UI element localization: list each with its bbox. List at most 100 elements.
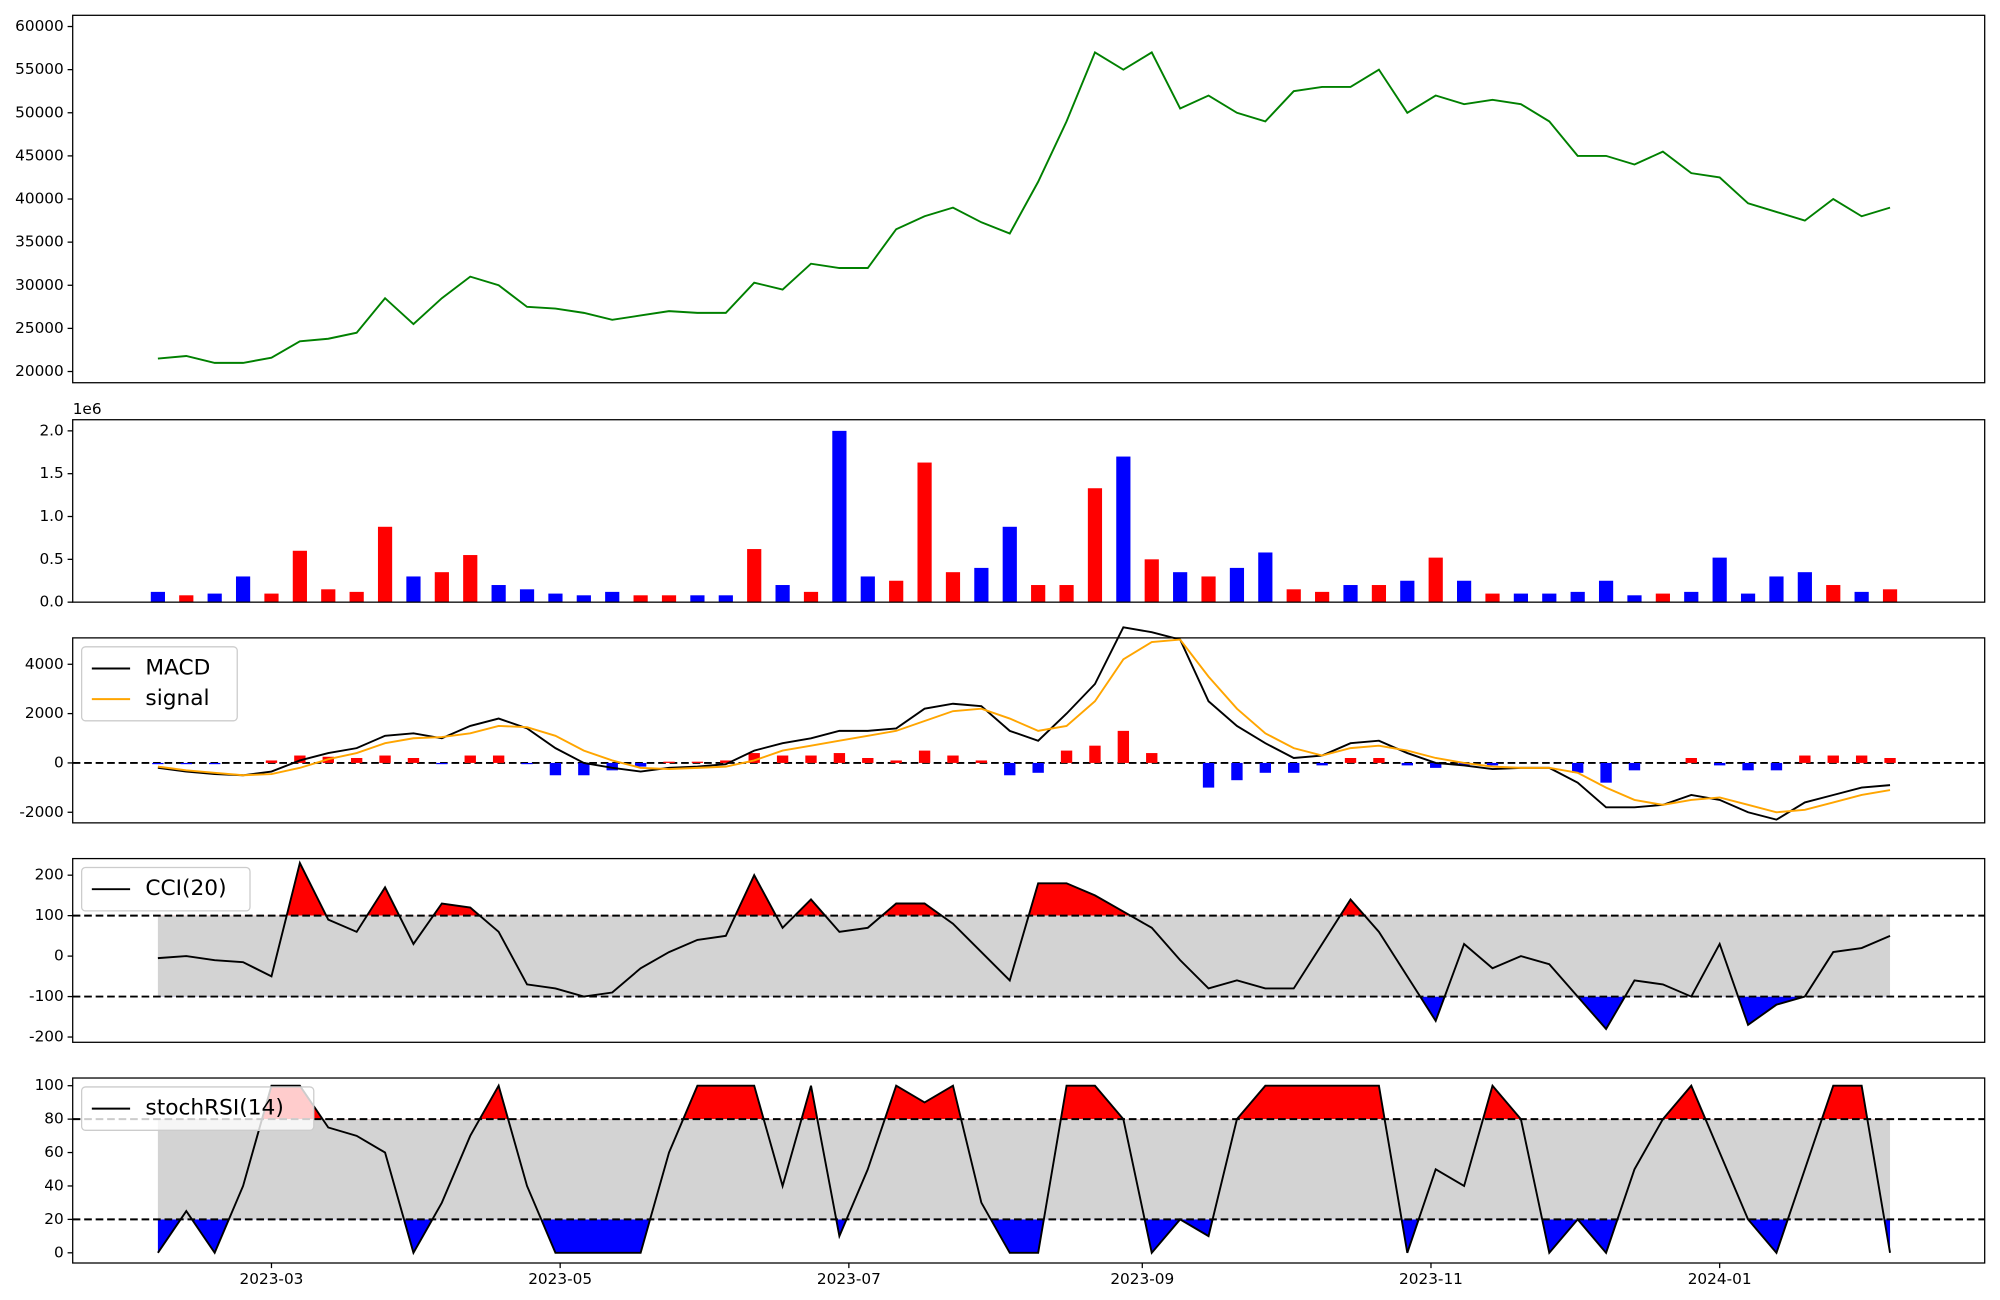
threshold-band [157, 915, 1891, 997]
histogram-bar [663, 761, 675, 763]
y-tick-label: 0 [54, 1243, 64, 1261]
volume-bar [1286, 589, 1301, 603]
volume-bar [1769, 576, 1784, 603]
histogram-bar [180, 762, 192, 765]
volume-bar [491, 585, 506, 603]
volume-bar [1258, 552, 1273, 603]
histogram-bar [1713, 762, 1726, 766]
histogram-bar [947, 755, 959, 763]
y-tick-label: 45000 [15, 146, 64, 164]
volume-bar [1315, 591, 1330, 603]
y-tick-label: 20000 [15, 362, 64, 380]
y-tick-label: 0 [54, 753, 64, 771]
histogram-bar [549, 762, 562, 776]
series-line [157, 626, 1891, 821]
volume-bar [207, 593, 222, 603]
series-line [157, 860, 1891, 1031]
volume-bar [1485, 593, 1500, 603]
histogram-bar [1373, 757, 1385, 763]
volume-bar [1627, 595, 1642, 603]
histogram-bar [1458, 762, 1470, 766]
x-tick-label: 2023-11 [1399, 1270, 1463, 1288]
histogram-bar [833, 753, 846, 763]
volume-bar [1031, 585, 1046, 603]
histogram-bar [1884, 757, 1896, 763]
histogram-bar [1401, 762, 1413, 766]
histogram-bar [1316, 762, 1328, 766]
volume-bar [718, 595, 733, 603]
histogram-bar [1770, 762, 1783, 771]
volume-bar [519, 589, 535, 603]
volume-bar [434, 572, 449, 603]
volume-bar [463, 555, 478, 603]
axes-frame [72, 857, 1986, 1043]
histogram-bar [1572, 762, 1584, 773]
volume-bar [1712, 557, 1727, 603]
threshold-band [157, 1119, 1891, 1220]
volume-bar [349, 591, 364, 603]
series-line [157, 638, 1891, 814]
histogram-bar [805, 755, 817, 763]
histogram-bar [1146, 753, 1158, 763]
y-tick-label: 0.0 [39, 593, 63, 611]
volume-bar [292, 550, 307, 603]
volume-bar [406, 576, 421, 603]
legend-label: CCI(20) [145, 876, 226, 901]
volume-bar [1513, 593, 1528, 603]
series-line [157, 50, 1891, 364]
volume-bar [321, 589, 336, 603]
volume-bar [1116, 456, 1131, 603]
axes-frame [72, 1077, 1986, 1264]
volume-bar [1400, 580, 1415, 603]
volume-bar [974, 567, 989, 603]
overbought-fill [286, 863, 1365, 916]
y-tick-label: 35000 [15, 233, 64, 251]
volume-bar [1173, 572, 1188, 603]
histogram-bar [975, 760, 988, 763]
histogram-bar [1004, 762, 1016, 776]
y-tick-label: 1.5 [39, 464, 63, 482]
y-tick-label: 60000 [15, 17, 64, 35]
volume-bar [1598, 580, 1614, 603]
volume-bar [1826, 585, 1841, 603]
y-tick-label: 55000 [15, 60, 64, 78]
histogram-bar [152, 762, 164, 765]
x-tick-label: 2023-07 [817, 1270, 881, 1288]
volume-bar [945, 572, 961, 603]
histogram-bar [1032, 762, 1044, 773]
volume-bar [1797, 572, 1812, 603]
volume-bar [803, 591, 819, 603]
volume-bar [661, 595, 677, 603]
volume-bar [747, 549, 762, 603]
volume-bar [576, 595, 591, 603]
histogram-bar [1742, 762, 1754, 771]
histogram-bar [720, 760, 732, 763]
volume-bar [832, 430, 847, 603]
histogram-bar [1344, 757, 1357, 763]
histogram-bar [890, 760, 902, 763]
volume-bar [917, 462, 932, 603]
histogram-bar [407, 757, 420, 763]
volume-bar [633, 595, 648, 603]
legend-box [80, 1086, 315, 1131]
volume-bar [1087, 488, 1103, 603]
y-tick-label: 2000 [25, 704, 64, 722]
histogram-bar [862, 757, 874, 763]
y-tick-label: 40 [44, 1176, 63, 1194]
y-tick-label: 40000 [15, 190, 64, 208]
y-tick-label: 50000 [15, 103, 64, 121]
histogram-bar [1231, 762, 1243, 781]
y-tick-label: 200 [35, 866, 64, 884]
volume-bar [1201, 576, 1216, 603]
histogram-bar [776, 755, 789, 763]
legend: stochRSI(14) [80, 1086, 315, 1131]
y-tick-label: 60 [44, 1143, 63, 1161]
axes-frame [72, 419, 1986, 603]
histogram-bar [1486, 762, 1499, 766]
histogram-bar [1600, 762, 1612, 783]
y-tick-label: 0.5 [39, 550, 63, 568]
histogram-bar [436, 762, 448, 765]
y-tick-label: -100 [29, 987, 64, 1005]
